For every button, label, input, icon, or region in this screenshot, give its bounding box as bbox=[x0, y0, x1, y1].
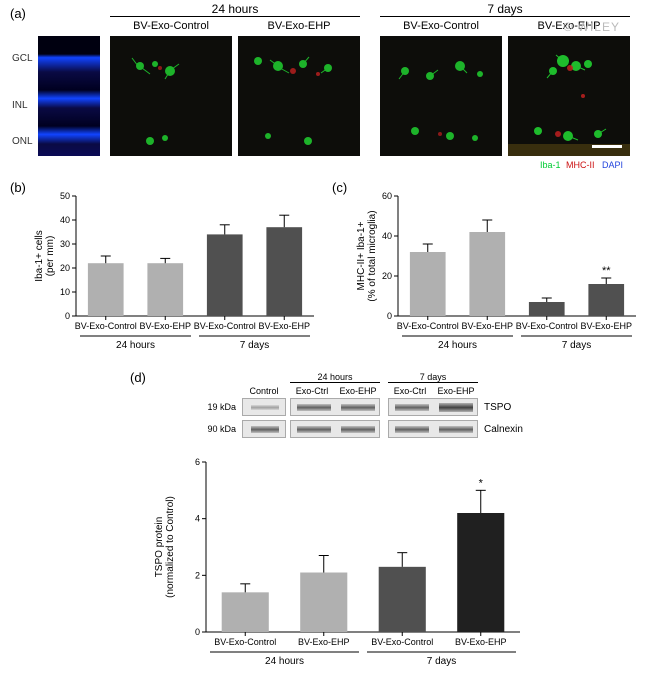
panel-a-label: (a) bbox=[10, 6, 26, 21]
panel-b-label: (b) bbox=[10, 180, 26, 195]
blot-hdr-line-7d bbox=[388, 382, 478, 383]
svg-text:MHC-II+ Iba-1+: MHC-II+ Iba-1+ bbox=[356, 221, 367, 290]
scale-bar bbox=[592, 145, 622, 148]
kda-tspo: 19 kDa bbox=[196, 402, 236, 412]
chart-c: 0 20 40 60 MHC-II+ Iba-1+(% of total microgl… bbox=[352, 186, 642, 356]
svg-text:**: ** bbox=[602, 265, 611, 277]
blot-lane-1: Exo-Ctrl bbox=[290, 386, 334, 396]
blot-tspo-7d bbox=[388, 398, 478, 416]
svg-text:24 hours: 24 hours bbox=[116, 340, 155, 351]
svg-text:10: 10 bbox=[60, 287, 70, 297]
blot-name-calnexin: Calnexin bbox=[484, 424, 523, 435]
svg-text:40: 40 bbox=[60, 215, 70, 225]
svg-text:(per mm): (per mm) bbox=[45, 236, 56, 277]
micrograph-24h-ehp bbox=[238, 36, 360, 156]
svg-text:6: 6 bbox=[195, 457, 200, 467]
svg-text:BV-Exo-Control: BV-Exo-Control bbox=[371, 637, 433, 647]
panel-c-label: (c) bbox=[332, 180, 347, 195]
svg-text:BV-Exo-Control: BV-Exo-Control bbox=[397, 321, 459, 331]
svg-text:TSPO protein: TSPO protein bbox=[154, 517, 165, 578]
blot-lane-4: Exo-EHP bbox=[434, 386, 478, 396]
svg-text:40: 40 bbox=[382, 231, 392, 241]
svg-text:BV-Exo-EHP: BV-Exo-EHP bbox=[298, 637, 350, 647]
micrograph-24h-ctrl bbox=[110, 36, 232, 156]
svg-text:50: 50 bbox=[60, 191, 70, 201]
watermark: © WILEY bbox=[563, 20, 620, 34]
svg-text:BV-Exo-EHP: BV-Exo-EHP bbox=[258, 321, 310, 331]
time-header-7d: 7 days bbox=[380, 2, 630, 16]
chart-d: 0 2 4 6 TSPO protein(normalized to Control) B… bbox=[150, 448, 530, 678]
svg-text:24 hours: 24 hours bbox=[265, 656, 304, 667]
blot-lane-0: Control bbox=[242, 386, 286, 396]
svg-text:BV-Exo-EHP: BV-Exo-EHP bbox=[580, 321, 632, 331]
svg-text:(% of total microglia): (% of total microglia) bbox=[367, 210, 378, 301]
svg-text:20: 20 bbox=[382, 271, 392, 281]
blot-hdr-7d: 7 days bbox=[388, 372, 478, 382]
svg-text:24 hours: 24 hours bbox=[438, 340, 477, 351]
micrograph-7d-ctrl bbox=[380, 36, 502, 156]
kda-calnexin: 90 kDa bbox=[196, 424, 236, 434]
header-line-7d bbox=[380, 16, 630, 17]
svg-text:BV-Exo-EHP: BV-Exo-EHP bbox=[139, 321, 191, 331]
legend-mhcii: MHC-II bbox=[566, 160, 595, 170]
layer-label-onl: ONL bbox=[12, 136, 33, 147]
svg-text:(normalized to Control): (normalized to Control) bbox=[165, 496, 176, 598]
svg-text:*: * bbox=[479, 477, 484, 489]
chart-b: 0 10 20 30 40 50 Iba-1+ cells(per mm) BV-Exo-Co… bbox=[30, 186, 320, 356]
svg-text:0: 0 bbox=[65, 311, 70, 321]
svg-text:BV-Exo-Control: BV-Exo-Control bbox=[214, 637, 276, 647]
blot-name-tspo: TSPO bbox=[484, 402, 511, 413]
header-line-24h bbox=[110, 16, 360, 17]
blot-caln-24h bbox=[290, 420, 380, 438]
layer-label-inl: INL bbox=[12, 100, 28, 111]
svg-text:7 days: 7 days bbox=[240, 340, 269, 351]
svg-text:30: 30 bbox=[60, 239, 70, 249]
svg-text:2: 2 bbox=[195, 570, 200, 580]
dapi-reference-image bbox=[38, 36, 100, 156]
blot-tspo-24h bbox=[290, 398, 380, 416]
blot-tspo-ctrl bbox=[242, 398, 286, 416]
legend-iba1: Iba-1 bbox=[540, 160, 561, 170]
svg-text:BV-Exo-Control: BV-Exo-Control bbox=[516, 321, 578, 331]
blot-hdr-24h: 24 hours bbox=[290, 372, 380, 382]
micrograph-7d-ehp bbox=[508, 36, 630, 156]
svg-text:60: 60 bbox=[382, 191, 392, 201]
blot-caln-ctrl bbox=[242, 420, 286, 438]
sub-header-2: BV-Exo-Control bbox=[380, 20, 502, 32]
svg-text:4: 4 bbox=[195, 514, 200, 524]
svg-text:0: 0 bbox=[387, 311, 392, 321]
svg-text:BV-Exo-EHP: BV-Exo-EHP bbox=[461, 321, 513, 331]
svg-text:7 days: 7 days bbox=[562, 340, 591, 351]
blot-caln-7d bbox=[388, 420, 478, 438]
blot-lane-2: Exo-EHP bbox=[336, 386, 380, 396]
legend-dapi: DAPI bbox=[602, 160, 623, 170]
layer-label-gcl: GCL bbox=[12, 53, 33, 64]
svg-text:BV-Exo-EHP: BV-Exo-EHP bbox=[455, 637, 507, 647]
blot-hdr-line-24h bbox=[290, 382, 380, 383]
svg-text:BV-Exo-Control: BV-Exo-Control bbox=[194, 321, 256, 331]
sub-header-1: BV-Exo-EHP bbox=[238, 20, 360, 32]
svg-text:7 days: 7 days bbox=[427, 656, 456, 667]
svg-text:20: 20 bbox=[60, 263, 70, 273]
sub-header-0: BV-Exo-Control bbox=[110, 20, 232, 32]
svg-text:0: 0 bbox=[195, 627, 200, 637]
blot-lane-3: Exo-Ctrl bbox=[388, 386, 432, 396]
time-header-24h: 24 hours bbox=[110, 2, 360, 16]
svg-text:BV-Exo-Control: BV-Exo-Control bbox=[75, 321, 137, 331]
svg-text:Iba-1+ cells: Iba-1+ cells bbox=[34, 230, 45, 281]
panel-d-label: (d) bbox=[130, 370, 146, 385]
